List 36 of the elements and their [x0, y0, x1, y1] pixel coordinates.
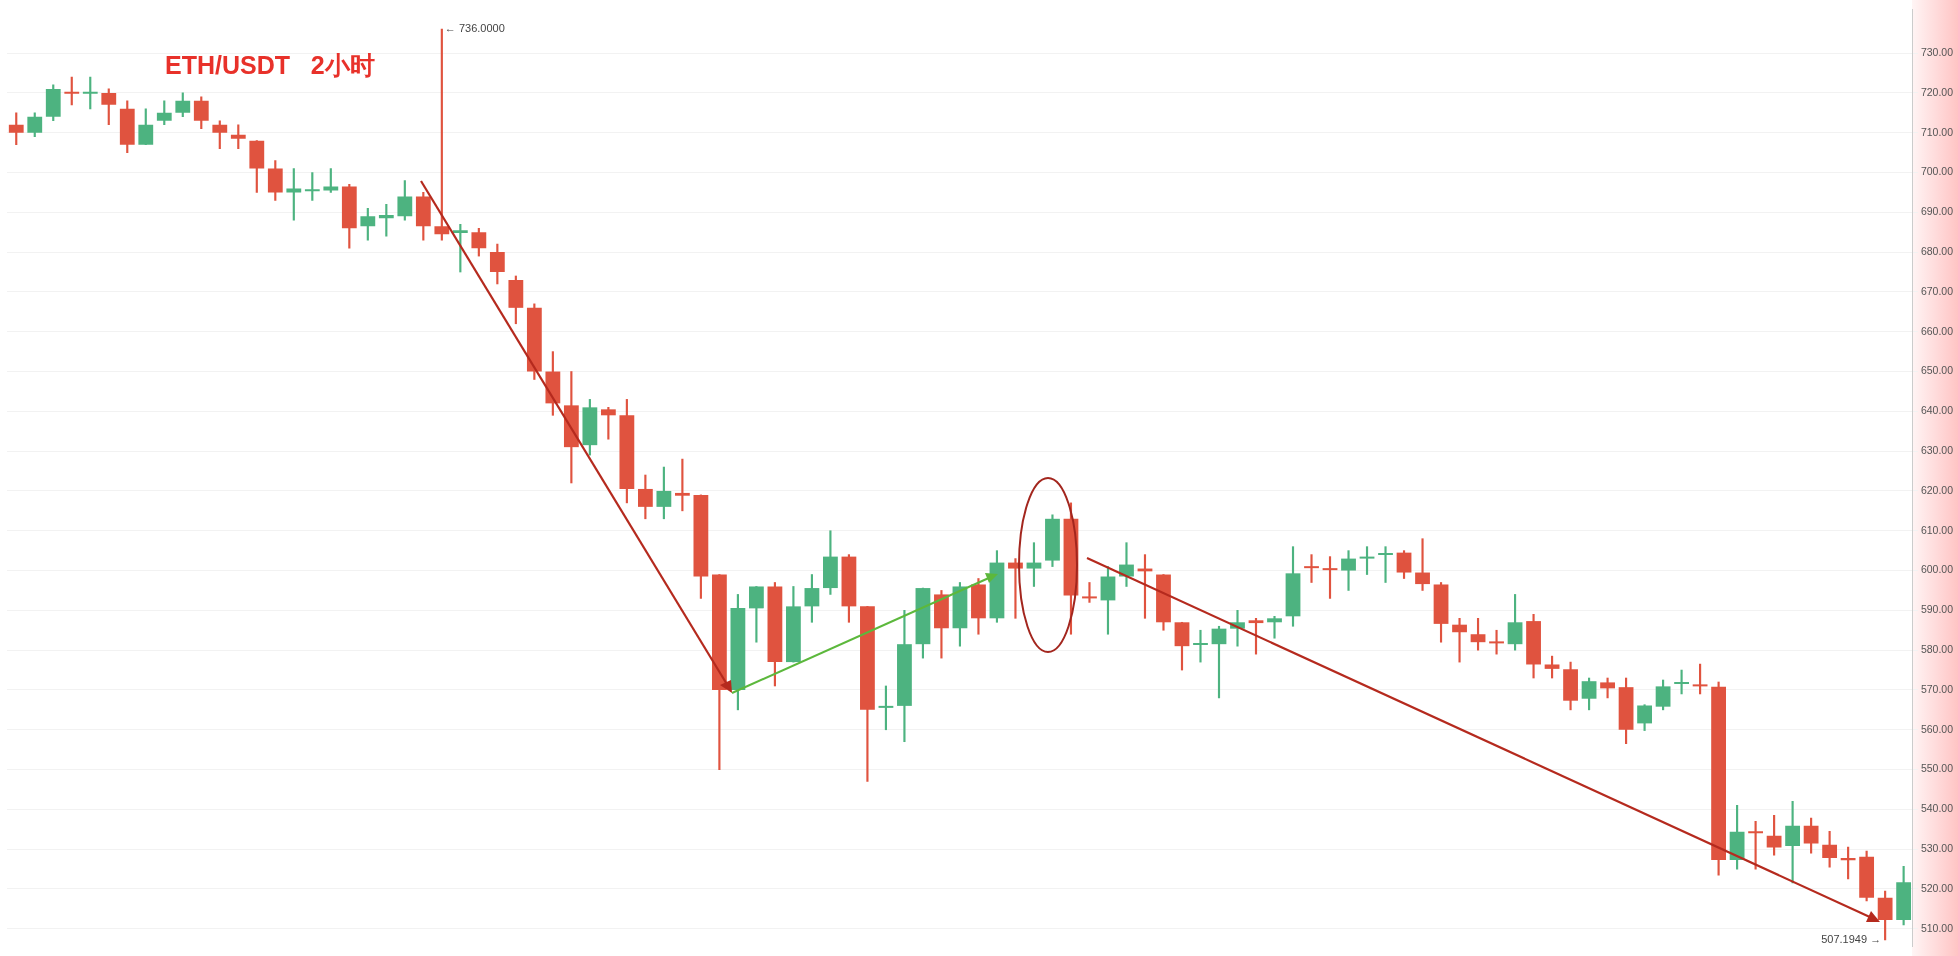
y-tick-label: 550.00 — [1920, 762, 1954, 775]
y-tick-label: 610.00 — [1920, 523, 1954, 536]
y-tick-label: 660.00 — [1920, 324, 1954, 337]
text: ETH/USDT 2小时 — [165, 51, 375, 80]
y-tick-label: 640.00 — [1920, 404, 1954, 417]
y-tick-label: 570.00 — [1920, 682, 1954, 695]
y-tick-label: 520.00 — [1920, 881, 1954, 894]
candlestick — [1452, 617, 1467, 663]
candlestick — [1341, 550, 1356, 591]
annotation: 507.1949 → — [1821, 932, 1882, 945]
candlestick — [1378, 546, 1393, 583]
candlestick — [1489, 629, 1504, 655]
y-tick-label: 530.00 — [1920, 842, 1954, 855]
y-tick-label: 730.00 — [1920, 45, 1954, 58]
candlestick — [1415, 538, 1430, 591]
y-tick-label: 510.00 — [1920, 921, 1954, 934]
y-tick-label: 690.00 — [1920, 205, 1954, 218]
candlestick — [1267, 615, 1282, 639]
y-tick-label: 700.00 — [1920, 165, 1954, 178]
y-tick-label: 670.00 — [1920, 284, 1954, 297]
candlestick — [1193, 629, 1208, 663]
candlestick — [1600, 677, 1615, 699]
annotation: ← 736.0000 — [444, 22, 505, 35]
y-tick-label: 540.00 — [1920, 802, 1954, 815]
y-tick-label: 710.00 — [1920, 125, 1954, 138]
y-tick-label: 720.00 — [1920, 85, 1954, 98]
y-tick-label: 600.00 — [1920, 563, 1954, 576]
y-tick-label: 620.00 — [1920, 483, 1954, 496]
y-tick-label: 650.00 — [1920, 364, 1954, 377]
candlestick — [1082, 582, 1097, 603]
y-tick-label: 590.00 — [1920, 603, 1954, 616]
y-tick-label: 560.00 — [1920, 722, 1954, 735]
y-tick-label: 580.00 — [1920, 643, 1954, 656]
y-tick-label: 630.00 — [1920, 444, 1954, 457]
y-tick-label: 680.00 — [1920, 245, 1954, 257]
candlestick — [1304, 554, 1319, 583]
